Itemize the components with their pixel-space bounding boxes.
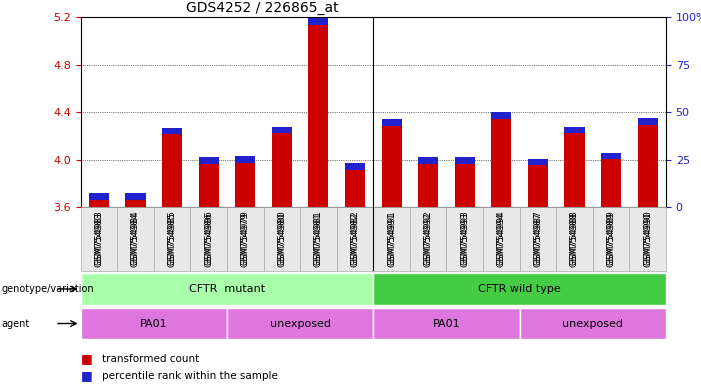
Bar xyxy=(629,207,666,271)
Bar xyxy=(381,119,402,207)
Text: ■: ■ xyxy=(81,353,93,366)
Bar xyxy=(125,193,146,200)
Text: unexposed: unexposed xyxy=(562,318,623,329)
Bar xyxy=(564,127,585,133)
Bar xyxy=(235,156,255,207)
Text: GSM754980: GSM754980 xyxy=(278,212,286,267)
Bar xyxy=(638,118,658,125)
Text: GSM754986: GSM754986 xyxy=(204,212,213,267)
Text: GSM754979: GSM754979 xyxy=(240,210,250,265)
Bar xyxy=(227,207,264,271)
Text: PA01: PA01 xyxy=(140,318,168,329)
Text: GSM754985: GSM754985 xyxy=(168,212,177,267)
Bar xyxy=(593,207,629,271)
Text: GSM754994: GSM754994 xyxy=(497,210,506,265)
Bar xyxy=(601,153,621,159)
Text: GSM754980: GSM754980 xyxy=(278,210,286,265)
Text: PA01: PA01 xyxy=(433,318,461,329)
Bar xyxy=(81,273,373,305)
Bar xyxy=(601,153,621,207)
Bar xyxy=(81,308,227,339)
Bar xyxy=(483,207,519,271)
Bar xyxy=(308,18,329,25)
Text: GDS4252 / 226865_at: GDS4252 / 226865_at xyxy=(186,1,339,15)
Text: GSM754992: GSM754992 xyxy=(423,210,433,265)
Bar xyxy=(374,273,666,305)
Bar xyxy=(418,157,438,164)
Bar xyxy=(556,207,593,271)
Text: GSM754981: GSM754981 xyxy=(314,210,323,265)
Text: GSM754986: GSM754986 xyxy=(204,210,213,265)
Bar xyxy=(345,164,365,207)
Text: GSM754991: GSM754991 xyxy=(387,210,396,265)
Text: GSM754982: GSM754982 xyxy=(350,210,360,265)
Text: GSM754988: GSM754988 xyxy=(570,212,579,267)
Bar xyxy=(227,308,373,339)
Bar xyxy=(418,157,438,207)
Bar xyxy=(162,128,182,134)
Text: GSM754988: GSM754988 xyxy=(570,210,579,265)
Bar xyxy=(447,207,483,271)
Bar xyxy=(381,119,402,126)
Text: GSM754989: GSM754989 xyxy=(606,210,615,265)
Bar xyxy=(308,18,329,207)
Bar xyxy=(638,118,658,207)
Bar xyxy=(374,207,410,271)
Bar xyxy=(198,157,219,207)
Bar xyxy=(264,207,300,271)
Bar xyxy=(89,193,109,207)
Text: CFTR  mutant: CFTR mutant xyxy=(189,284,265,294)
Bar xyxy=(198,157,219,164)
Text: GSM754993: GSM754993 xyxy=(461,210,469,265)
Text: transformed count: transformed count xyxy=(102,354,199,364)
Bar xyxy=(410,207,447,271)
Text: GSM754987: GSM754987 xyxy=(533,212,543,267)
Bar xyxy=(519,308,666,339)
Text: GSM754993: GSM754993 xyxy=(461,212,469,267)
Text: GSM754987: GSM754987 xyxy=(533,210,543,265)
Bar xyxy=(162,128,182,207)
Bar xyxy=(300,207,336,271)
Bar xyxy=(272,127,292,207)
Text: genotype/variation: genotype/variation xyxy=(1,284,94,294)
Bar xyxy=(345,164,365,170)
Text: unexposed: unexposed xyxy=(270,318,331,329)
Text: GSM754984: GSM754984 xyxy=(131,210,140,265)
Bar xyxy=(81,207,117,271)
Bar xyxy=(455,157,475,207)
Text: GSM754983: GSM754983 xyxy=(95,212,104,267)
Bar xyxy=(235,156,255,163)
Text: percentile rank within the sample: percentile rank within the sample xyxy=(102,371,278,381)
Bar xyxy=(336,207,373,271)
Text: GSM754994: GSM754994 xyxy=(497,212,506,267)
Text: GSM754992: GSM754992 xyxy=(423,212,433,267)
Text: ■: ■ xyxy=(81,369,93,382)
Text: GSM754981: GSM754981 xyxy=(314,212,323,267)
Text: GSM754983: GSM754983 xyxy=(95,210,104,265)
Bar xyxy=(191,207,227,271)
Text: GSM754985: GSM754985 xyxy=(168,210,177,265)
Text: GSM754982: GSM754982 xyxy=(350,212,360,267)
Text: agent: agent xyxy=(1,318,29,329)
Bar xyxy=(491,112,512,119)
Bar xyxy=(125,193,146,207)
Bar xyxy=(519,207,556,271)
Bar xyxy=(528,159,548,165)
Text: GSM754989: GSM754989 xyxy=(606,212,615,267)
Text: GSM754990: GSM754990 xyxy=(643,210,652,265)
Bar xyxy=(528,159,548,207)
Bar xyxy=(117,207,154,271)
Text: GSM754991: GSM754991 xyxy=(387,212,396,267)
Text: GSM754979: GSM754979 xyxy=(240,212,250,267)
Text: GSM754984: GSM754984 xyxy=(131,212,140,267)
Bar xyxy=(154,207,191,271)
Bar xyxy=(455,157,475,164)
Bar xyxy=(564,127,585,207)
Text: GSM754990: GSM754990 xyxy=(643,212,652,267)
Bar xyxy=(491,112,512,207)
Bar xyxy=(272,127,292,133)
Text: CFTR wild type: CFTR wild type xyxy=(478,284,561,294)
Bar xyxy=(374,308,519,339)
Bar xyxy=(89,193,109,200)
